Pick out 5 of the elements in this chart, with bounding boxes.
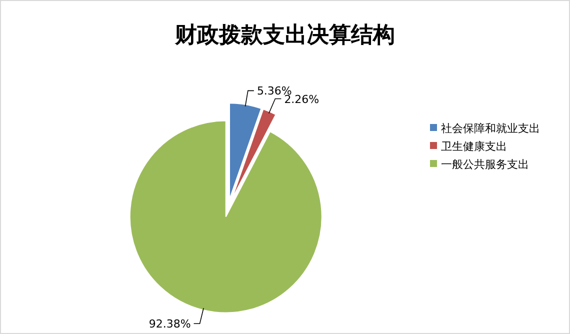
legend-label: 社会保障和就业支出: [441, 122, 540, 135]
data-label: 92.38%: [148, 318, 191, 331]
legend-label: 卫生健康支出: [441, 140, 507, 153]
legend-label: 一般公共服务支出: [441, 158, 529, 171]
chart-title: 财政拨款支出决算结构: [174, 23, 395, 48]
